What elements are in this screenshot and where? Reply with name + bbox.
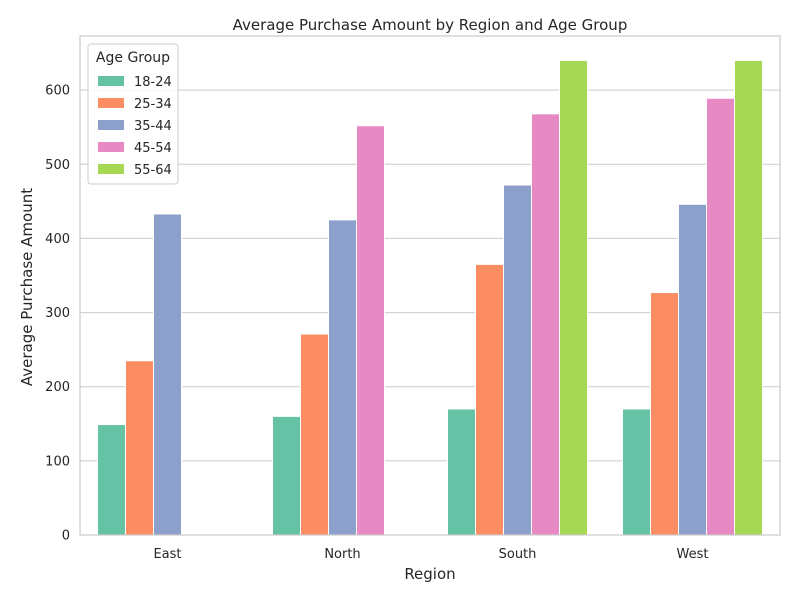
legend-label: 35-44 (134, 119, 172, 134)
x-tick-label: North (324, 547, 360, 562)
y-tick-label: 200 (45, 380, 70, 395)
bar-west-35-44 (678, 203, 707, 536)
bar-west-18-24 (622, 408, 651, 536)
x-tick-label: South (499, 547, 537, 562)
y-tick-label: 400 (45, 232, 70, 247)
bar-west-55-64 (734, 59, 763, 536)
bar-west-45-54 (706, 97, 735, 536)
legend: Age Group 18-24 25-34 35-44 45-54 55-64 (87, 43, 179, 185)
y-tick-label: 100 (45, 454, 70, 469)
bar-west-25-34 (650, 292, 679, 536)
legend-swatch (98, 120, 124, 130)
y-tick-label: 0 (62, 529, 70, 544)
bars (97, 59, 763, 536)
legend-swatch (98, 164, 124, 174)
y-tick-label: 600 (45, 84, 70, 99)
legend-label: 25-34 (134, 97, 172, 112)
y-tick-label: 300 (45, 306, 70, 321)
bar-north-18-24 (272, 415, 301, 536)
bar-south-18-24 (447, 408, 476, 536)
bar-east-25-34 (125, 360, 154, 536)
grid-lines (80, 89, 780, 536)
bar-south-35-44 (503, 184, 532, 536)
bar-east-18-24 (97, 424, 126, 536)
y-tick-label: 500 (45, 158, 70, 173)
bar-north-35-44 (328, 219, 357, 536)
x-tick-label: West (677, 547, 709, 562)
x-tick-label: East (153, 547, 181, 562)
y-axis-title: Average Purchase Amount (18, 188, 36, 386)
chart-title: Average Purchase Amount by Region and Ag… (233, 16, 628, 34)
legend-label: 18-24 (134, 75, 172, 90)
x-axis-title: Region (404, 565, 455, 583)
bar-south-25-34 (475, 263, 504, 536)
legend-items: 18-24 25-34 35-44 45-54 55-64 (98, 75, 172, 178)
bar-north-45-54 (356, 125, 385, 536)
bar-east-35-44 (153, 213, 182, 536)
legend-label: 55-64 (134, 163, 172, 178)
legend-swatch (98, 98, 124, 108)
bar-south-45-54 (531, 113, 560, 536)
y-tick-labels: 0 100 200 300 400 500 600 (45, 84, 70, 544)
plot-frame (79, 35, 781, 536)
legend-title: Age Group (96, 50, 170, 66)
bar-north-25-34 (300, 333, 329, 536)
legend-label: 45-54 (134, 141, 172, 156)
legend-swatch (98, 76, 124, 86)
legend-swatch (98, 142, 124, 152)
x-tick-labels: East North South West (153, 547, 708, 562)
bar-south-55-64 (559, 59, 588, 536)
